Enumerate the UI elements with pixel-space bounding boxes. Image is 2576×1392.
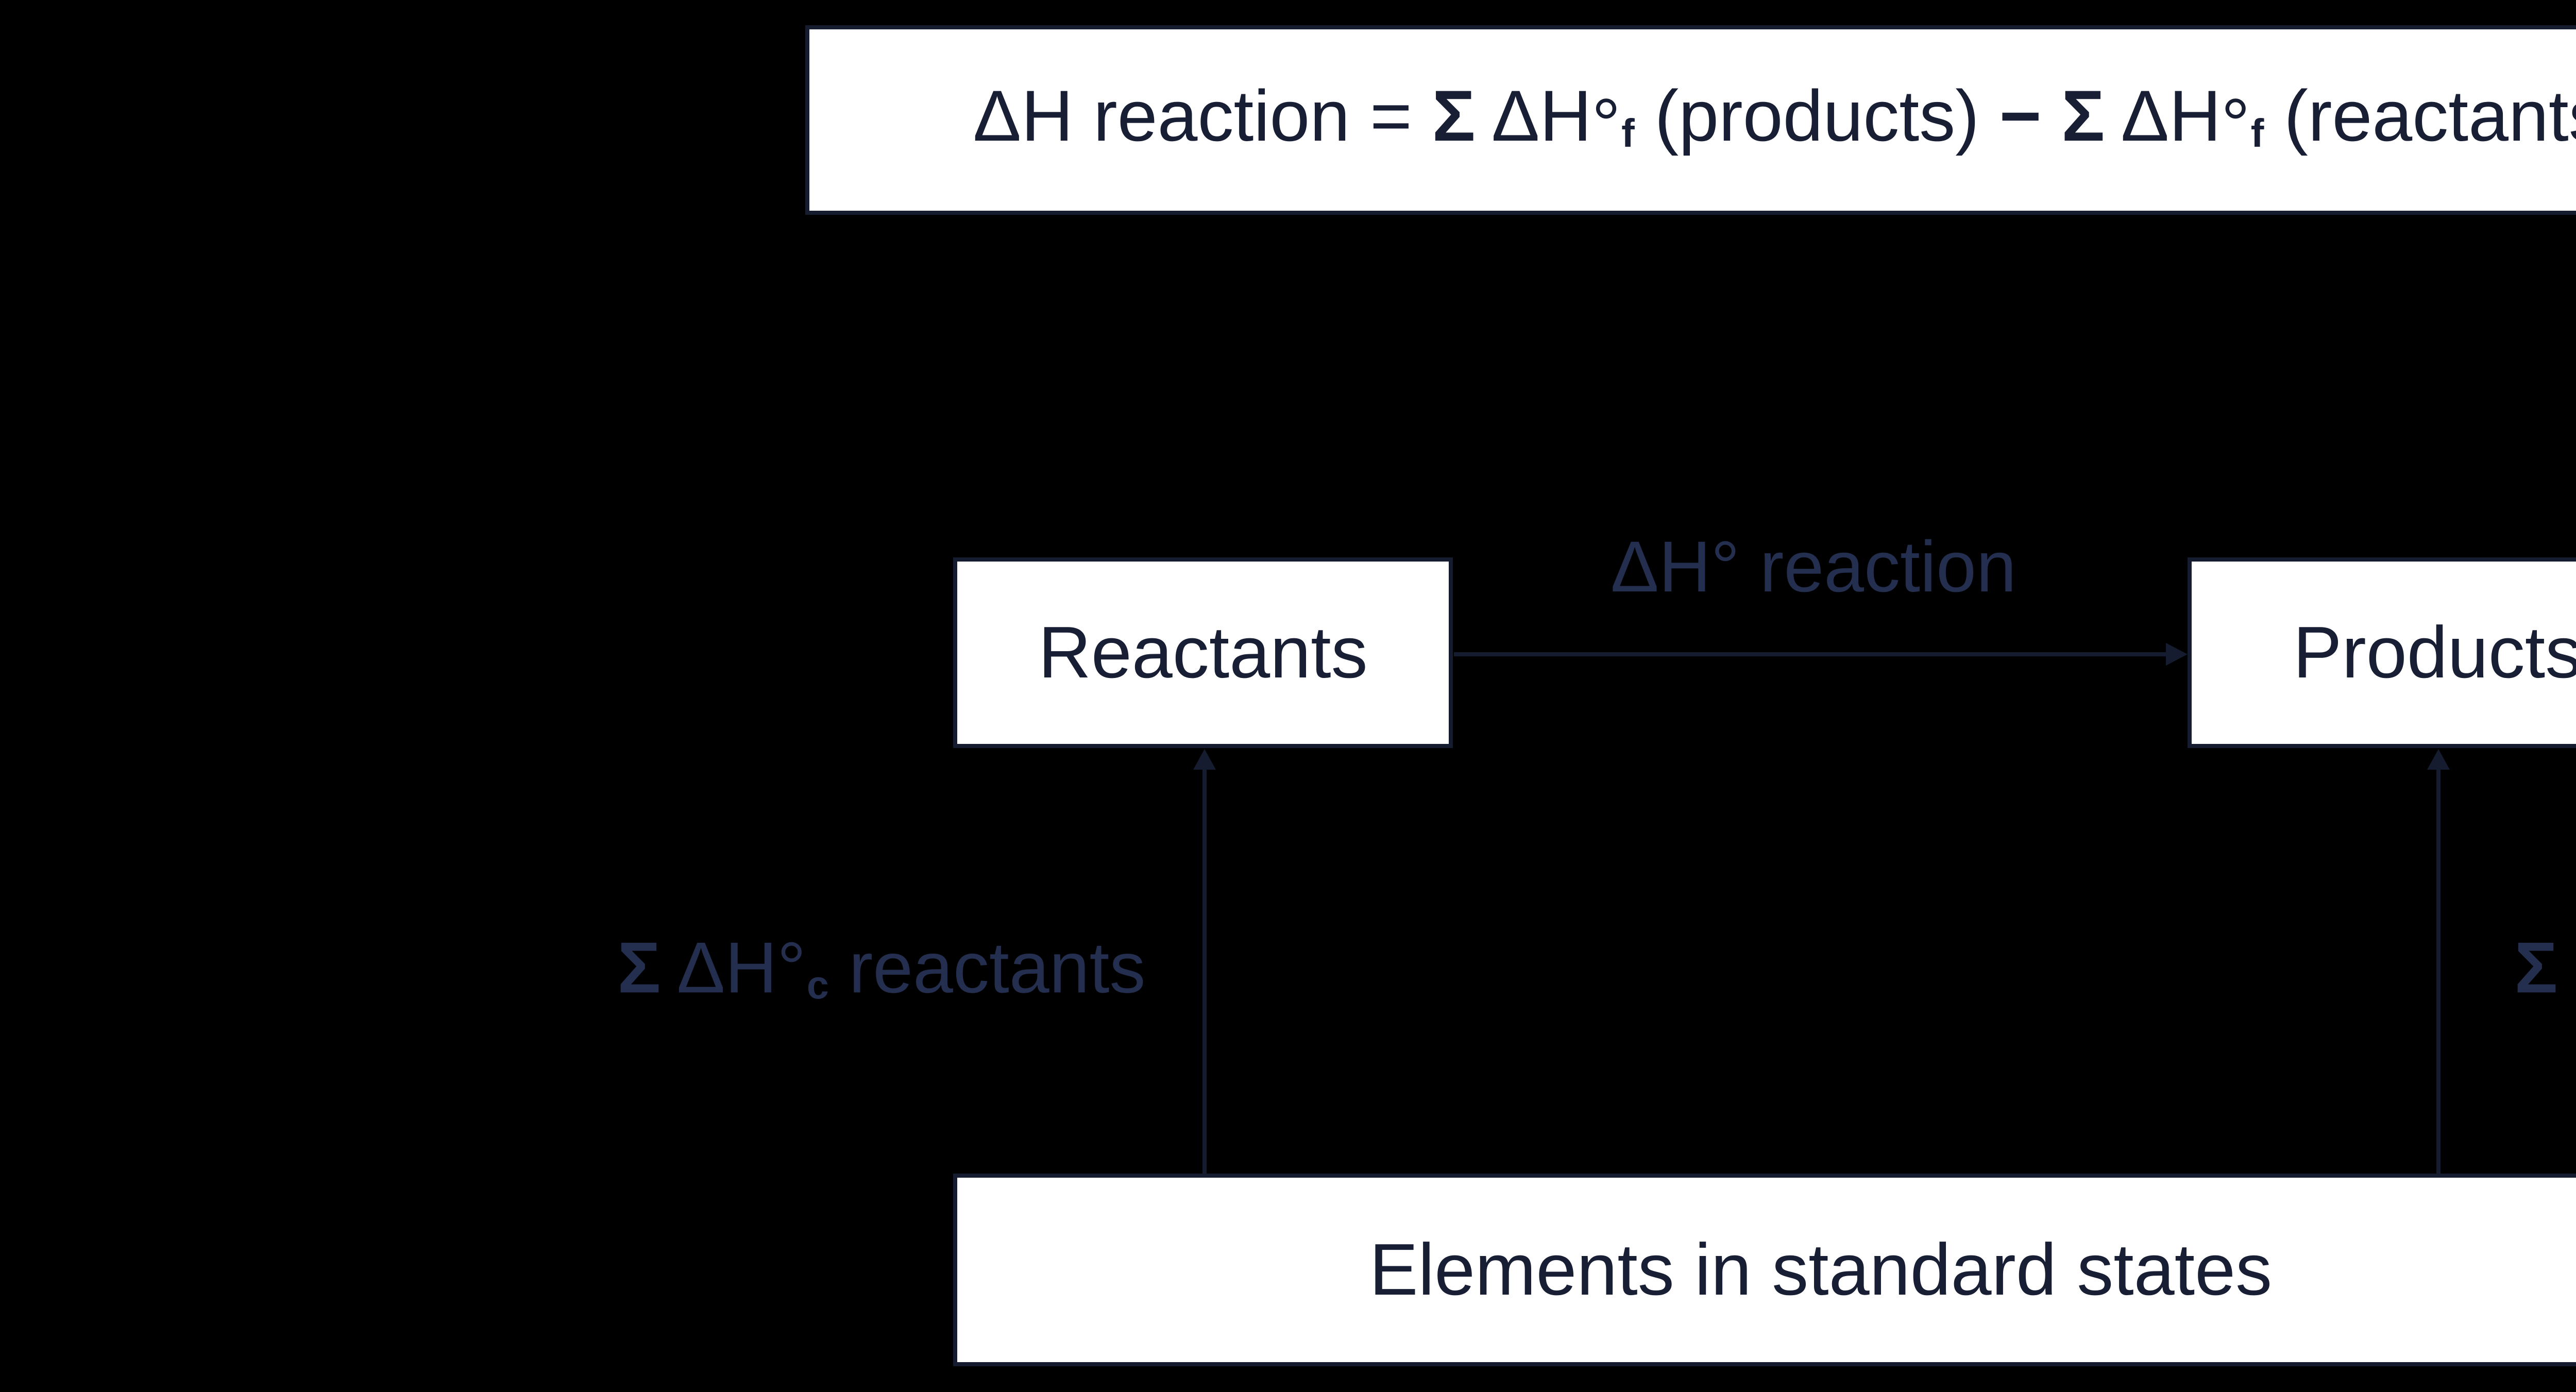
formation-arrow-products-head-icon — [2427, 749, 2450, 770]
reactants-formation-enthalpy-label: Σ ΔH°c reactants — [618, 931, 1146, 1005]
formula-text: ΔH reaction = Σ ΔH°f (products) − Σ ΔH°f… — [973, 79, 2576, 165]
label-rest: reactants — [828, 927, 1146, 1008]
formula-dh: ΔH — [2105, 75, 2222, 156]
formation-arrow-reactants-head-icon — [1193, 749, 1216, 770]
degree-symbol: ° — [1710, 526, 1740, 607]
subscript-c: c — [806, 963, 829, 1008]
sigma-symbol: Σ — [2061, 75, 2105, 156]
formula-lhs: ΔH reaction = — [973, 75, 1432, 156]
label-dh: ΔH — [1611, 526, 1711, 607]
products-box-label: Products — [2293, 612, 2576, 693]
reaction-arrow-head-icon — [2166, 643, 2188, 666]
reactants-box: Reactants — [953, 557, 1453, 748]
sigma-symbol: Σ — [1432, 75, 1476, 156]
degree-symbol: ° — [1591, 83, 1621, 165]
subscript-f: f — [2250, 111, 2264, 156]
degree-symbol: ° — [777, 927, 806, 1008]
label-dh: ΔH — [2558, 927, 2576, 1008]
label-rest: reaction — [1739, 526, 2016, 607]
formula-dh: ΔH — [1475, 75, 1592, 156]
elements-box: Elements in standard states — [953, 1174, 2576, 1366]
formula-products: (products) — [1634, 75, 1999, 156]
formation-arrow-reactants-line — [1202, 768, 1207, 1174]
label-dh: ΔH — [660, 927, 777, 1008]
sigma-symbol: Σ — [2514, 927, 2558, 1008]
reaction-arrow-line — [1454, 652, 2170, 656]
sigma-symbol: Σ — [617, 927, 661, 1008]
formula-reactants: (reactants) — [2284, 75, 2576, 156]
formation-arrow-products-line — [2436, 768, 2441, 1174]
subscript-f: f — [1621, 111, 1635, 156]
formula-box: ΔH reaction = Σ ΔH°f (products) − Σ ΔH°f… — [805, 25, 2576, 215]
products-formation-enthalpy-label: Σ ΔH°f products — [2515, 931, 2576, 1005]
reactants-box-label: Reactants — [1038, 612, 1368, 693]
products-box: Products — [2188, 557, 2576, 748]
reaction-enthalpy-label: ΔH° reaction — [1611, 531, 2016, 603]
degree-symbol: ° — [2221, 83, 2250, 165]
minus-symbol: − — [1999, 75, 2062, 156]
elements-box-label: Elements in standard states — [1369, 1229, 2273, 1311]
